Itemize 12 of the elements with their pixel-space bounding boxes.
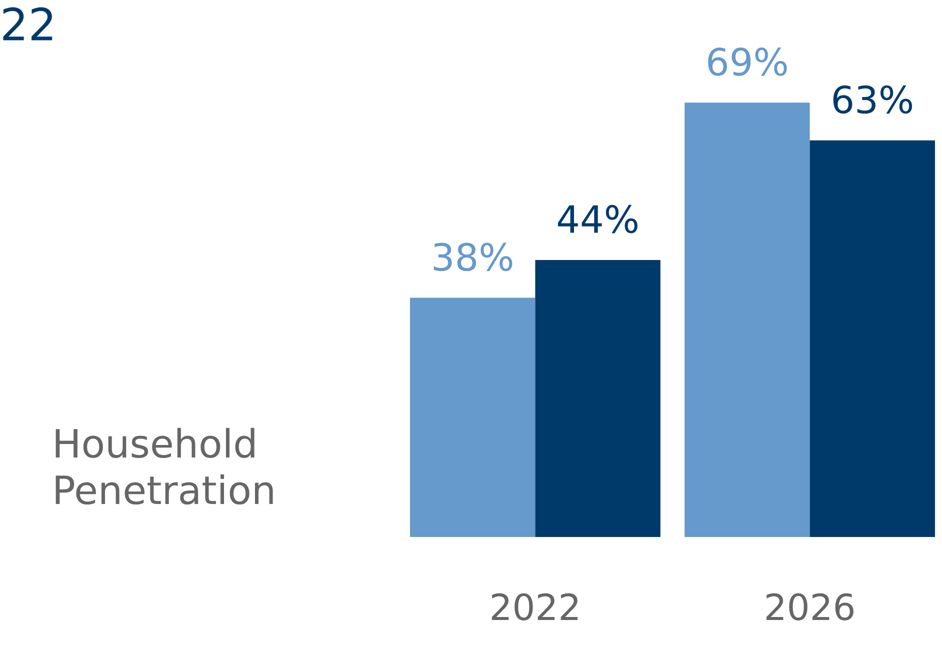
y-axis-title: Household Penetration xyxy=(56,428,273,505)
bar xyxy=(535,260,660,537)
data-label: 38% xyxy=(434,242,512,272)
data-label: 63% xyxy=(833,85,912,114)
bar xyxy=(810,140,935,537)
bar xyxy=(684,102,810,537)
text: 22 xyxy=(3,7,52,40)
data-label: 69% xyxy=(708,48,787,76)
x-tick-label: 2022 xyxy=(492,593,578,621)
data-label: 44% xyxy=(558,204,638,234)
bar xyxy=(410,298,536,537)
x-tick-label: 2026 xyxy=(766,593,854,621)
